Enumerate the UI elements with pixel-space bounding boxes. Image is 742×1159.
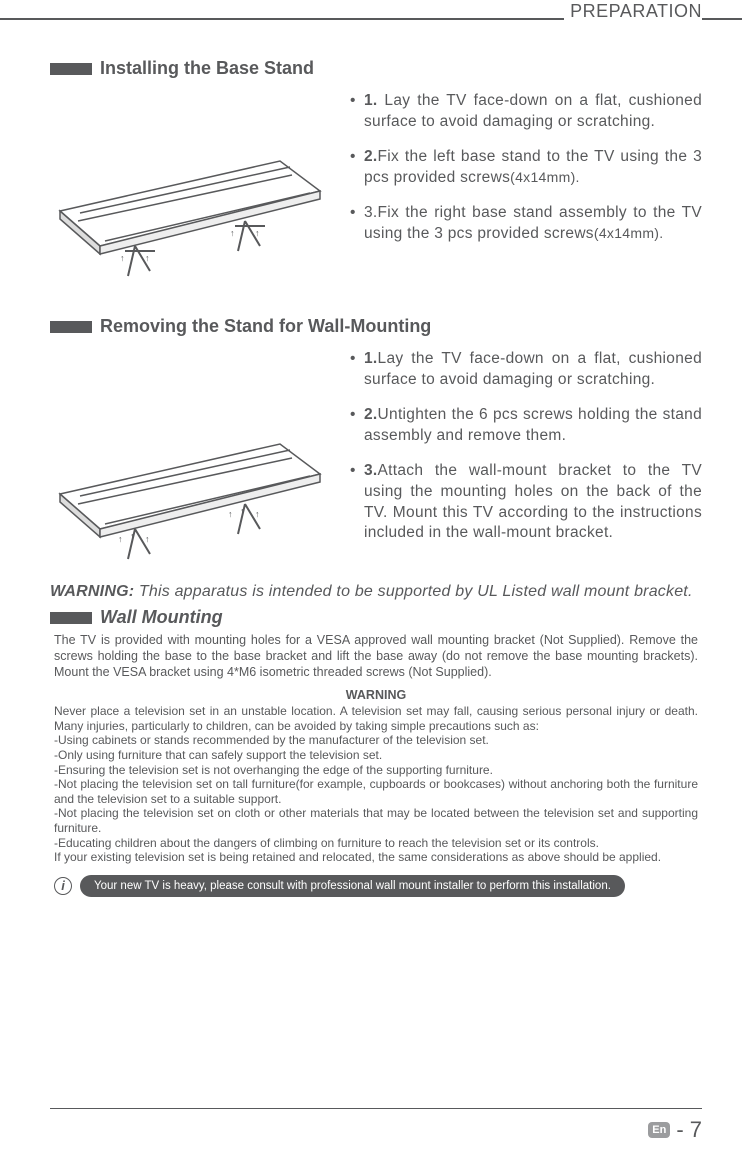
svg-text:↑: ↑ (145, 253, 150, 263)
tv-stand-diagram: ↑ ↑ ↑ ↑ (50, 91, 330, 286)
svg-text:↑: ↑ (130, 531, 135, 541)
lang-badge: En (648, 1122, 670, 1138)
svg-text:↑: ↑ (230, 228, 235, 238)
section-bar (50, 63, 92, 75)
svg-text:↑: ↑ (145, 534, 150, 544)
section-title-removing: Removing the Stand for Wall-Mounting (100, 316, 431, 337)
wall-mounting-body: The TV is provided with mounting holes f… (54, 632, 698, 680)
info-row: i Your new TV is heavy, please consult w… (54, 875, 698, 897)
svg-text:↑: ↑ (228, 509, 233, 519)
warning-body: Never place a television set in an unsta… (54, 704, 698, 865)
info-icon: i (54, 877, 72, 895)
page-header: PREPARATION (564, 1, 702, 22)
section-installing: Installing the Base Stand (50, 58, 702, 79)
page-footer: En - 7 (648, 1117, 702, 1143)
section-title-installing: Installing the Base Stand (100, 58, 314, 79)
info-pill: Your new TV is heavy, please consult wit… (80, 875, 625, 897)
svg-text:↑: ↑ (240, 506, 245, 516)
section-title-wall: Wall Mounting (100, 607, 223, 628)
installing-content: ↑ ↑ ↑ ↑ • 1. Lay the TV face-down on a fla… (50, 91, 702, 286)
svg-text:↑: ↑ (118, 534, 123, 544)
section-bar-3 (50, 612, 92, 624)
step-3: • 3.Fix the right base stand assembly to… (350, 203, 702, 245)
rstep-2: • 2.Untighten the 6 pcs screws holding t… (350, 405, 702, 447)
page-number: - 7 (676, 1117, 702, 1143)
section-removing: Removing the Stand for Wall-Mounting (50, 316, 702, 337)
svg-text:↑: ↑ (120, 253, 125, 263)
step-2: • 2.Fix the left base stand to the TV us… (350, 147, 702, 189)
warning-subheader: WARNING (50, 688, 702, 702)
installing-steps: • 1. Lay the TV face-down on a flat, cus… (350, 91, 702, 286)
svg-text:↑: ↑ (255, 228, 260, 238)
rstep-3: • 3.Attach the wall-mount bracket to the… (350, 461, 702, 545)
removing-steps: • 1.Lay the TV face-down on a flat, cush… (350, 349, 702, 569)
tv-wallmount-diagram: ↑ ↑ ↑ ↑ ↑ ↑ (50, 349, 330, 569)
step-1: • 1. Lay the TV face-down on a flat, cus… (350, 91, 702, 133)
footer-divider (50, 1108, 702, 1110)
rstep-1: • 1.Lay the TV face-down on a flat, cush… (350, 349, 702, 391)
section-wallmounting: Wall Mounting (50, 607, 702, 628)
svg-text:↑: ↑ (255, 509, 260, 519)
section-bar-2 (50, 321, 92, 333)
removing-content: ↑ ↑ ↑ ↑ ↑ ↑ • 1.Lay the TV face-down on a fl… (50, 349, 702, 569)
warning-line: WARNING: This apparatus is intended to b… (50, 583, 702, 601)
